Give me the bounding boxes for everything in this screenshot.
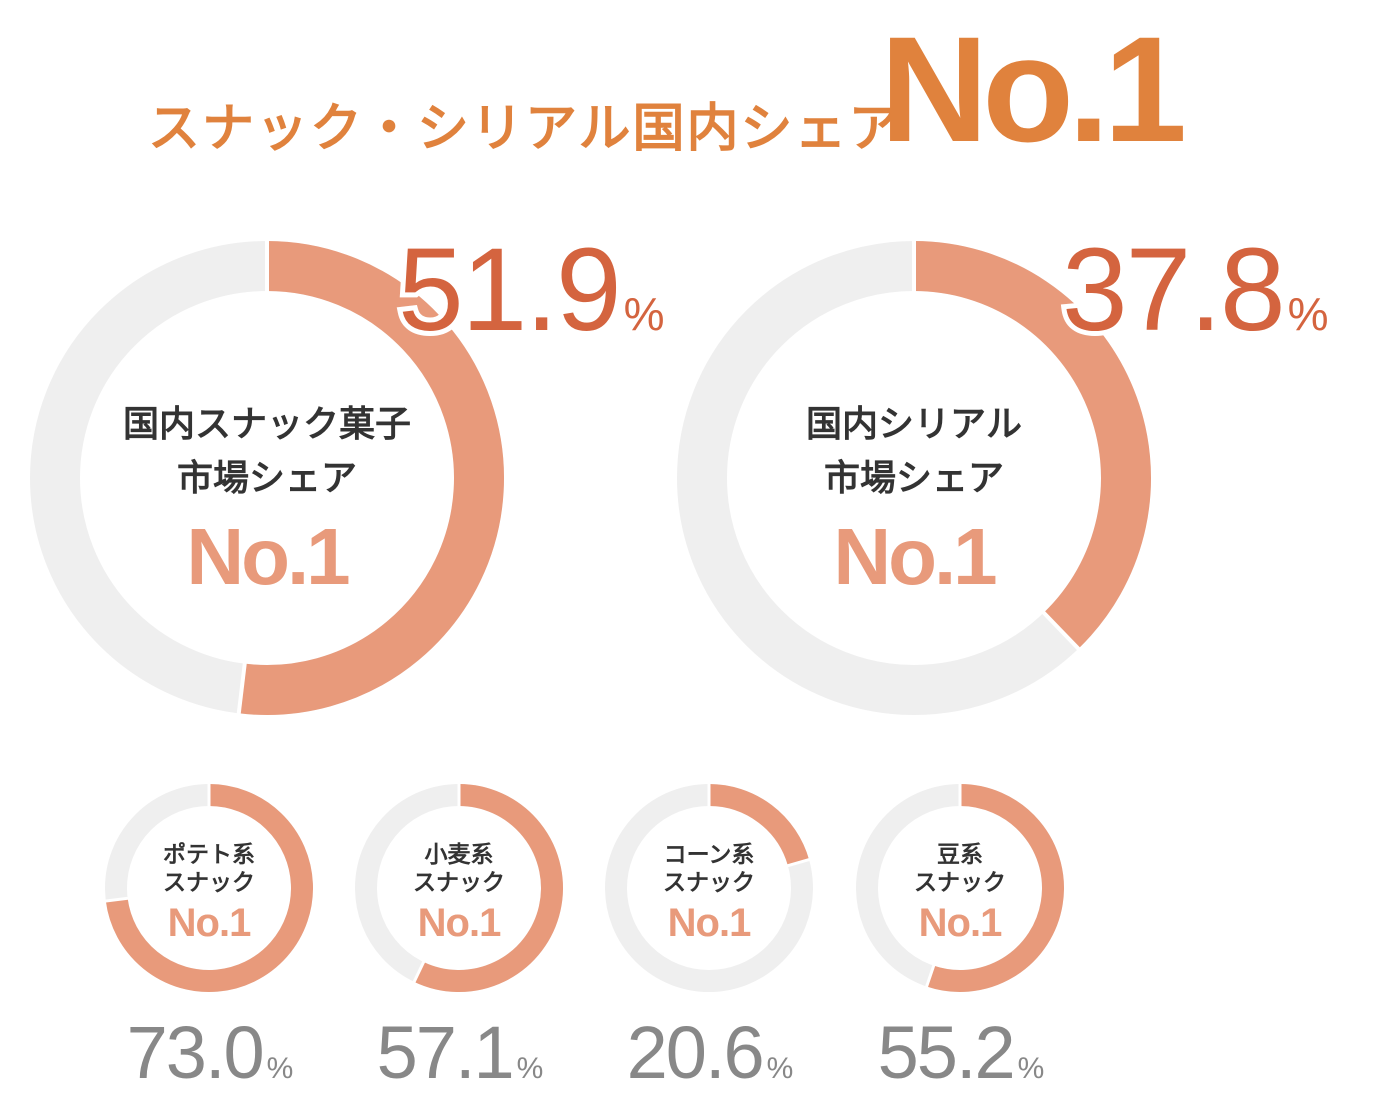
data-label-unit: %	[517, 1052, 543, 1085]
donut-slice	[414, 784, 563, 992]
donut-label-line: スナック	[914, 869, 1006, 895]
donut-rank: No.1	[186, 512, 349, 601]
data-label-unit: %	[267, 1052, 293, 1085]
donut-rank: No.1	[668, 901, 751, 945]
donut-label-line: スナック	[413, 869, 505, 895]
headline: スナック・シリアル国内シェア No.1	[0, 0, 1386, 180]
donut-label-line: ポテト系	[163, 841, 255, 867]
data-label: 20.6%	[627, 1011, 793, 1094]
donut-slice	[105, 784, 313, 992]
donut-label-line: スナック	[163, 869, 255, 895]
donut-rank: No.1	[168, 901, 251, 945]
data-label: 73.0%	[127, 1011, 293, 1094]
donut-slice	[708, 784, 810, 866]
donut-label-line: スナック	[663, 869, 755, 895]
data-label-value: 37.8	[1062, 224, 1284, 356]
donut-label-line: 国内スナック菓子	[123, 403, 411, 444]
data-label-value: 73.0	[127, 1011, 263, 1094]
donut-slice	[238, 241, 504, 715]
donut-separator	[1041, 610, 1081, 651]
donut-label-line: 小麦系	[425, 841, 494, 867]
donut-slice	[913, 241, 1151, 649]
data-label: 57.1%	[377, 1011, 543, 1094]
data-label-value: 57.1	[377, 1011, 513, 1094]
headline-rank: No.1	[880, 5, 1187, 173]
data-label: 55.2%	[878, 1011, 1044, 1094]
donut-label-line: 市場シェア	[177, 457, 357, 498]
donut-rank: No.1	[418, 901, 501, 945]
donut-rank: No.1	[919, 901, 1002, 945]
donut-rank: No.1	[833, 512, 996, 601]
data-label-unit: %	[1288, 288, 1328, 340]
data-label-value: 51.9	[398, 224, 620, 356]
data-label: 51.9%	[398, 224, 664, 356]
donut-separator	[924, 964, 936, 988]
donut-separator	[236, 662, 247, 715]
donut-separator	[786, 857, 811, 868]
data-label-unit: %	[1018, 1052, 1044, 1085]
donut-label-line: 市場シェア	[824, 457, 1004, 498]
data-label-value: 20.6	[627, 1011, 763, 1094]
donut-slice	[926, 784, 1064, 992]
data-label-unit: %	[624, 288, 664, 340]
data-label: 37.8%	[1062, 224, 1328, 356]
donut-separator	[412, 960, 426, 984]
donut-label-line: 国内シリアル	[806, 403, 1022, 444]
data-label-unit: %	[767, 1052, 793, 1085]
donut-separator	[104, 896, 129, 903]
donut-label-line: 豆系	[937, 841, 983, 867]
donut-label-line: コーン系	[664, 841, 755, 867]
headline-subtitle: スナック・シリアル国内シェア	[148, 99, 903, 159]
data-label-value: 55.2	[878, 1011, 1014, 1094]
